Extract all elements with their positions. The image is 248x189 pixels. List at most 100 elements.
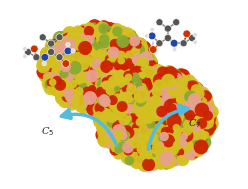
Circle shape: [136, 149, 145, 158]
Circle shape: [53, 74, 65, 86]
Circle shape: [165, 122, 179, 136]
Circle shape: [123, 131, 130, 139]
Circle shape: [168, 132, 181, 144]
Circle shape: [112, 88, 124, 99]
Circle shape: [108, 75, 118, 84]
Circle shape: [151, 144, 163, 156]
Circle shape: [191, 143, 205, 157]
Circle shape: [73, 60, 84, 72]
Circle shape: [49, 50, 61, 63]
Circle shape: [100, 93, 111, 103]
Circle shape: [102, 100, 114, 113]
Circle shape: [173, 102, 186, 115]
Circle shape: [95, 87, 106, 97]
Circle shape: [115, 99, 124, 108]
Circle shape: [106, 120, 113, 127]
Circle shape: [113, 72, 127, 86]
Circle shape: [110, 32, 119, 40]
Circle shape: [75, 70, 85, 80]
Circle shape: [126, 89, 139, 102]
Circle shape: [74, 97, 83, 107]
Circle shape: [116, 124, 125, 134]
Circle shape: [117, 97, 130, 111]
Circle shape: [118, 75, 130, 87]
Circle shape: [105, 75, 119, 89]
Circle shape: [82, 87, 92, 97]
Circle shape: [107, 89, 115, 97]
Circle shape: [118, 142, 127, 151]
Circle shape: [102, 94, 111, 104]
Circle shape: [137, 84, 147, 93]
Circle shape: [137, 90, 144, 97]
Circle shape: [193, 104, 206, 117]
Circle shape: [118, 130, 125, 138]
Circle shape: [143, 65, 150, 72]
Circle shape: [88, 82, 100, 93]
Circle shape: [100, 92, 113, 105]
Circle shape: [79, 48, 88, 57]
Circle shape: [87, 97, 101, 112]
Circle shape: [65, 79, 78, 91]
Circle shape: [74, 33, 88, 47]
Circle shape: [42, 49, 54, 60]
Circle shape: [199, 90, 208, 99]
Circle shape: [144, 59, 157, 72]
Circle shape: [188, 125, 198, 135]
Circle shape: [106, 102, 121, 117]
Circle shape: [177, 123, 186, 132]
Circle shape: [55, 56, 67, 68]
Circle shape: [105, 131, 115, 141]
Circle shape: [180, 110, 190, 120]
Circle shape: [193, 40, 197, 44]
Circle shape: [96, 105, 107, 115]
Circle shape: [143, 97, 154, 109]
Circle shape: [125, 88, 134, 96]
Circle shape: [125, 149, 134, 158]
Circle shape: [118, 70, 127, 79]
Circle shape: [175, 112, 185, 122]
Circle shape: [63, 65, 72, 74]
Circle shape: [166, 86, 181, 101]
Circle shape: [70, 78, 78, 86]
Circle shape: [96, 38, 111, 53]
Circle shape: [190, 84, 202, 96]
Circle shape: [177, 134, 185, 142]
Circle shape: [87, 64, 97, 74]
Circle shape: [109, 92, 120, 103]
Circle shape: [119, 93, 125, 100]
Circle shape: [112, 72, 126, 85]
Circle shape: [173, 124, 180, 132]
Circle shape: [119, 75, 128, 84]
Circle shape: [107, 121, 121, 134]
Circle shape: [190, 99, 204, 114]
Circle shape: [44, 54, 58, 68]
Circle shape: [197, 131, 207, 142]
Circle shape: [97, 84, 109, 96]
Circle shape: [190, 84, 200, 94]
Circle shape: [84, 23, 96, 36]
Circle shape: [113, 49, 125, 62]
Circle shape: [132, 122, 142, 133]
Circle shape: [138, 74, 151, 87]
Circle shape: [56, 83, 66, 94]
Circle shape: [138, 92, 151, 105]
Circle shape: [102, 101, 111, 110]
Circle shape: [88, 77, 98, 86]
Circle shape: [179, 113, 190, 125]
Circle shape: [109, 23, 120, 34]
Circle shape: [83, 35, 94, 46]
Circle shape: [77, 95, 88, 106]
Circle shape: [68, 95, 80, 106]
Circle shape: [145, 116, 154, 125]
Circle shape: [162, 131, 174, 142]
Circle shape: [105, 142, 113, 149]
Circle shape: [169, 73, 183, 86]
Circle shape: [37, 59, 52, 73]
Circle shape: [158, 95, 172, 109]
Circle shape: [158, 90, 165, 97]
Circle shape: [133, 133, 145, 145]
Circle shape: [187, 112, 198, 123]
Circle shape: [114, 87, 125, 98]
Circle shape: [107, 62, 122, 77]
Circle shape: [140, 68, 150, 77]
